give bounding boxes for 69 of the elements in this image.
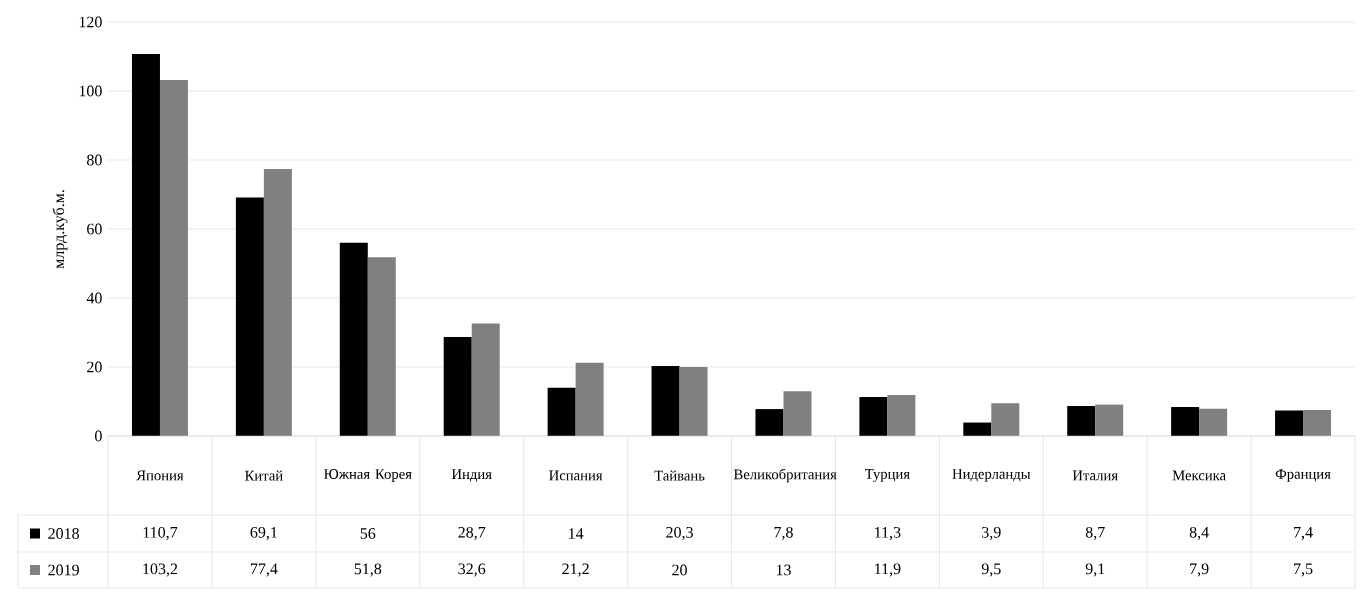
data-label: 9,1 [1085, 563, 1105, 577]
x-tick-label: Тайвань [654, 470, 705, 481]
bar [783, 391, 812, 436]
legend-label: 2019 [48, 564, 79, 576]
data-label: 14 [569, 528, 584, 539]
data-label: 3,9 [982, 526, 1001, 541]
data-label: 11,9 [875, 563, 901, 577]
bar [547, 387, 576, 436]
bar [263, 168, 292, 436]
x-tick-label: Нидерланды [952, 469, 1031, 482]
bar [159, 79, 188, 436]
data-label: 32,6 [458, 563, 486, 577]
bar [1095, 404, 1124, 436]
data-label: 8,7 [1085, 526, 1105, 541]
bar [235, 197, 264, 436]
data-label: 21,2 [562, 563, 589, 577]
x-tick-label: Япония [136, 470, 184, 481]
bar [131, 54, 160, 436]
y-tick-label: 0 [95, 430, 102, 442]
bar [1303, 410, 1332, 436]
bar [859, 397, 888, 436]
bar [651, 365, 680, 436]
x-tick-label: Италия [1072, 470, 1118, 481]
x-tick-label: Индия [451, 469, 492, 482]
data-label: 7,5 [1294, 563, 1313, 577]
data-label: 8,4 [1189, 526, 1209, 541]
bar [1067, 405, 1096, 436]
bar [887, 394, 916, 436]
x-tick-label: Мексика [1172, 470, 1226, 481]
y-tick-label: 60 [87, 223, 102, 235]
bar [443, 336, 472, 436]
y-tick-label: 100 [79, 85, 102, 97]
bar [1171, 407, 1200, 436]
data-label: 77,4 [250, 563, 278, 577]
data-label: 28,7 [458, 526, 486, 541]
bar [471, 323, 500, 436]
y-tick-label: 120 [79, 16, 102, 28]
bar [1275, 410, 1304, 436]
data-label: 11,3 [875, 526, 901, 541]
y-tick-label: 80 [87, 154, 102, 166]
y-tick-label: 20 [87, 361, 102, 373]
data-label: 7,4 [1294, 526, 1313, 540]
bar [1199, 408, 1228, 436]
data-label: 20 [672, 564, 687, 576]
data-label: 51,8 [354, 563, 382, 577]
x-tick-label: Франция [1275, 469, 1331, 482]
bar [367, 257, 396, 436]
x-tick-label: Турция [864, 469, 910, 482]
bar [991, 403, 1020, 436]
y-axis-title: млрд.куб.м. [52, 190, 68, 269]
data-label: 13 [776, 564, 791, 576]
data-label: 9,5 [981, 563, 1001, 577]
data-label: 20,3 [666, 526, 693, 541]
x-tick-label: Испания [549, 470, 603, 481]
x-tick-label: Великобритания [733, 468, 837, 483]
data-label: 69,1 [250, 526, 277, 541]
data-label: 103,2 [143, 563, 178, 577]
x-tick-label: Китай [245, 470, 283, 481]
legend-label: 2018 [48, 528, 79, 539]
bar [575, 362, 604, 436]
data-label: 7,9 [1190, 563, 1209, 577]
y-tick-label: 40 [86, 292, 102, 304]
bar [755, 409, 784, 436]
bar [679, 367, 708, 436]
data-label: 56 [360, 528, 376, 539]
bar [339, 242, 368, 436]
data-label: 110,7 [143, 526, 178, 541]
data-label: 7,8 [774, 526, 793, 541]
x-tick-label: Южная Корея [324, 469, 412, 482]
